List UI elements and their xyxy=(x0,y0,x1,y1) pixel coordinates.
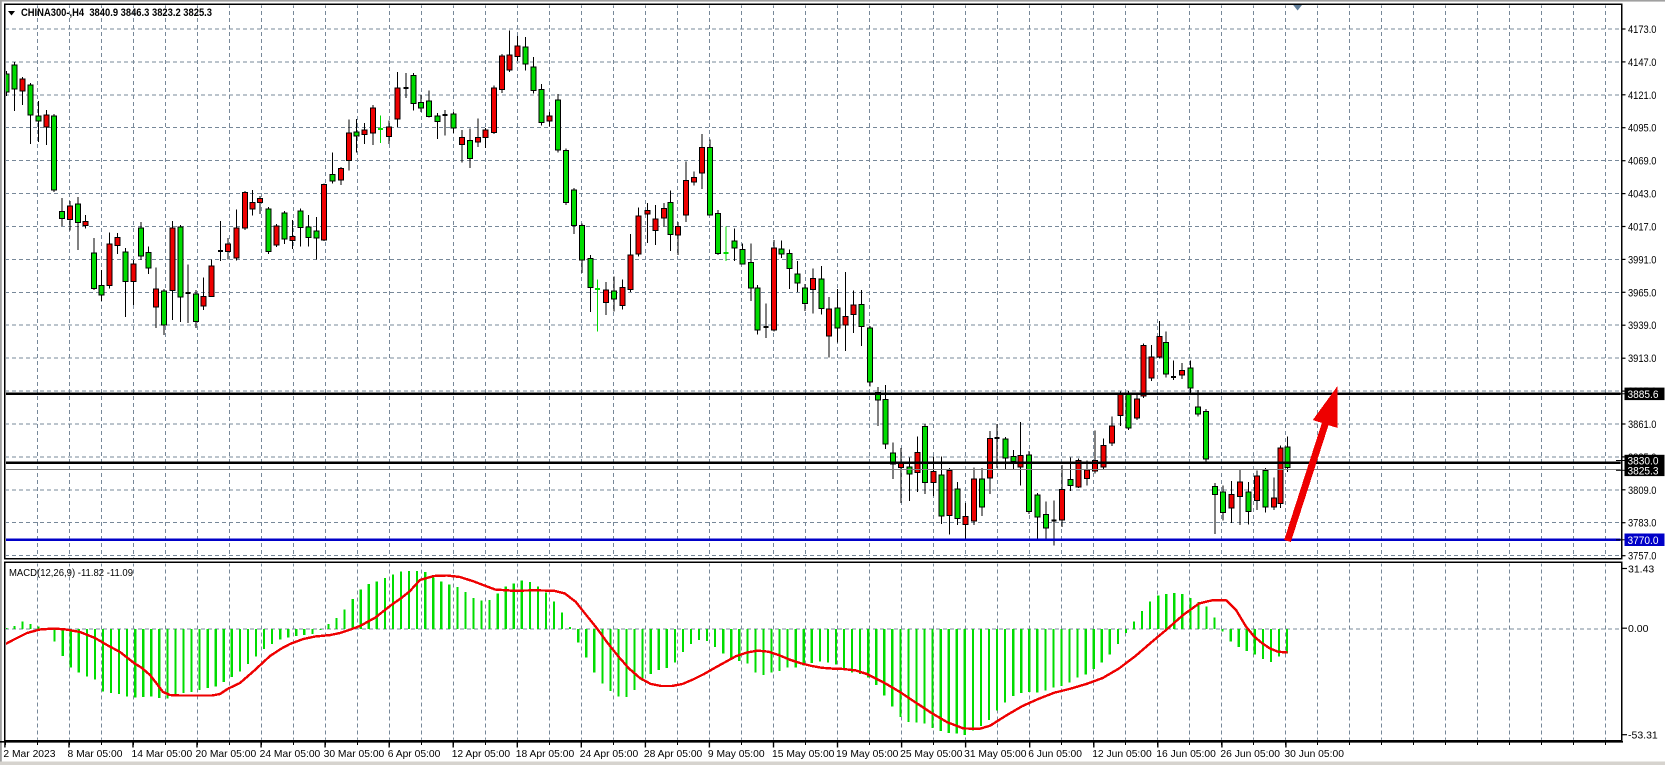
svg-text:9 May 05:00: 9 May 05:00 xyxy=(708,749,765,760)
svg-text:4017.0: 4017.0 xyxy=(1628,222,1657,234)
svg-text:3939.0: 3939.0 xyxy=(1628,320,1657,332)
svg-text:0.00: 0.00 xyxy=(1628,623,1649,635)
svg-text:-53.31: -53.31 xyxy=(1628,730,1658,742)
svg-text:3825.3: 3825.3 xyxy=(1628,465,1659,477)
svg-text:3885.6: 3885.6 xyxy=(1628,389,1659,401)
svg-text:4173.0: 4173.0 xyxy=(1628,24,1657,36)
svg-text:4043.0: 4043.0 xyxy=(1628,189,1657,201)
svg-text:30 Jun 05:00: 30 Jun 05:00 xyxy=(1284,749,1344,760)
svg-text:24 Mar 05:00: 24 Mar 05:00 xyxy=(260,749,321,760)
svg-text:3809.0: 3809.0 xyxy=(1628,485,1657,497)
svg-text:26 Jun 05:00: 26 Jun 05:00 xyxy=(1220,749,1280,760)
svg-text:19 May 05:00: 19 May 05:00 xyxy=(836,749,899,760)
svg-text:24 Apr 05:00: 24 Apr 05:00 xyxy=(580,749,639,760)
svg-text:20 Mar 05:00: 20 Mar 05:00 xyxy=(196,749,257,760)
svg-text:31 May 05:00: 31 May 05:00 xyxy=(964,749,1027,760)
svg-text:25 May 05:00: 25 May 05:00 xyxy=(900,749,963,760)
svg-text:16 Jun 05:00: 16 Jun 05:00 xyxy=(1156,749,1216,760)
svg-text:6 Apr 05:00: 6 Apr 05:00 xyxy=(388,749,441,760)
svg-text:8 Mar 05:00: 8 Mar 05:00 xyxy=(68,749,123,760)
svg-text:15 May 05:00: 15 May 05:00 xyxy=(772,749,835,760)
svg-text:31.43: 31.43 xyxy=(1628,564,1654,576)
svg-text:3830.0: 3830.0 xyxy=(1628,456,1659,468)
svg-text:6 Jun 05:00: 6 Jun 05:00 xyxy=(1028,749,1082,760)
svg-text:3913.0: 3913.0 xyxy=(1628,353,1657,365)
svg-text:3770.0: 3770.0 xyxy=(1628,535,1659,547)
svg-text:3991.0: 3991.0 xyxy=(1628,254,1657,266)
svg-text:28 Apr 05:00: 28 Apr 05:00 xyxy=(644,749,703,760)
svg-text:12 Apr 05:00: 12 Apr 05:00 xyxy=(452,749,511,760)
svg-text:3783.0: 3783.0 xyxy=(1628,518,1657,530)
svg-text:14 Mar 05:00: 14 Mar 05:00 xyxy=(132,749,193,760)
svg-text:3861.0: 3861.0 xyxy=(1628,419,1657,431)
svg-text:30 Mar 05:00: 30 Mar 05:00 xyxy=(324,749,385,760)
svg-text:18 Apr 05:00: 18 Apr 05:00 xyxy=(516,749,575,760)
svg-text:4147.0: 4147.0 xyxy=(1628,57,1657,69)
svg-text:12 Jun 05:00: 12 Jun 05:00 xyxy=(1092,749,1152,760)
svg-text:CHINA300-,H4 3840.9 3846.3 38: CHINA300-,H4 3840.9 3846.3 3823.2 3825.3 xyxy=(21,7,212,19)
svg-text:4095.0: 4095.0 xyxy=(1628,123,1657,135)
svg-text:4069.0: 4069.0 xyxy=(1628,156,1657,168)
svg-text:3965.0: 3965.0 xyxy=(1628,287,1657,299)
svg-text:MACD(12,26,9) -11.82 -11.09: MACD(12,26,9) -11.82 -11.09 xyxy=(9,567,133,579)
svg-text:3757.0: 3757.0 xyxy=(1628,551,1657,563)
svg-text:2 Mar 2023: 2 Mar 2023 xyxy=(3,749,55,760)
svg-text:4121.0: 4121.0 xyxy=(1628,90,1657,102)
